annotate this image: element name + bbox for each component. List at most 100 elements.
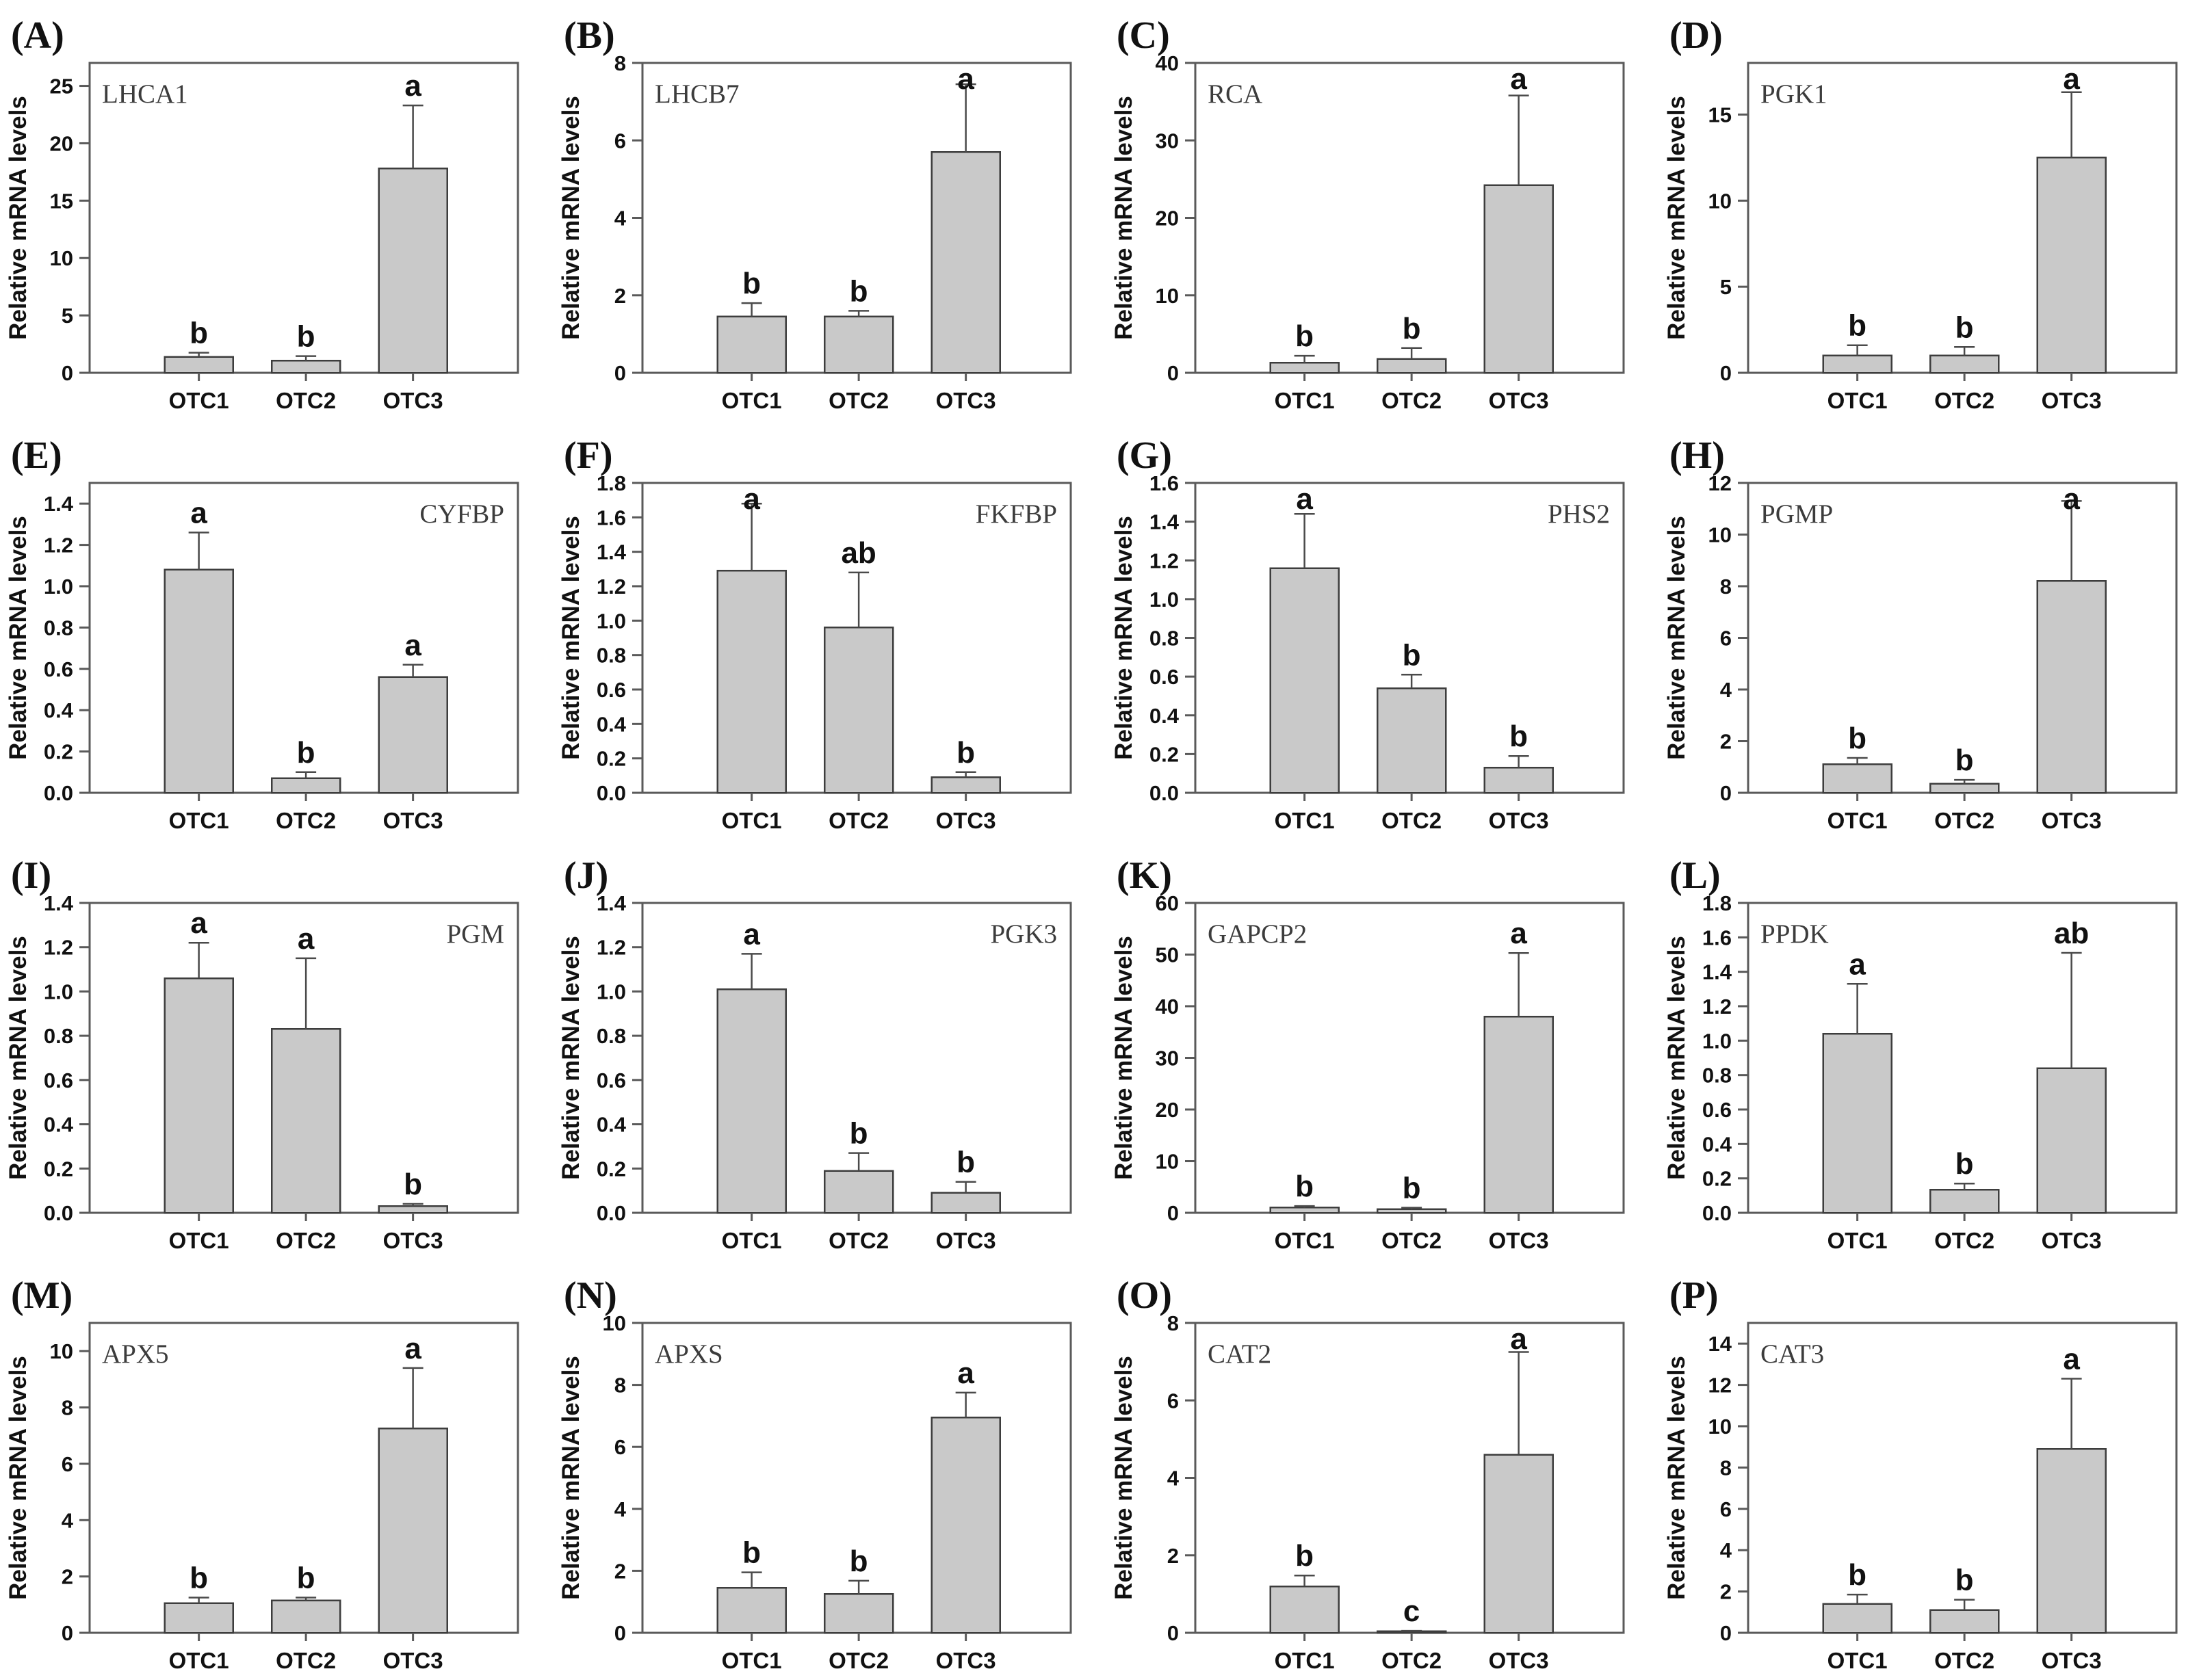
sig-letter: b xyxy=(850,1545,868,1578)
sig-letter: a xyxy=(957,62,974,96)
sig-letter: a xyxy=(957,1356,974,1390)
y-axis-title: Relative mRNA levels xyxy=(1110,96,1137,340)
y-tick-label: 0.2 xyxy=(1149,742,1179,766)
panel-letter: (A) xyxy=(11,14,64,57)
y-tick-label: 0.6 xyxy=(44,1068,73,1092)
panel-letter: (D) xyxy=(1669,14,1723,57)
y-tick-label: 40 xyxy=(1156,995,1179,1019)
y-tick-label: 4 xyxy=(614,207,627,231)
y-axis-title: Relative mRNA levels xyxy=(5,936,31,1180)
panel-d: (D) 0 5 10 15 Relative mRNA levels PGK1 b OTC1 b O… xyxy=(1658,0,2211,420)
sig-letter: a xyxy=(404,69,421,103)
bar-otc1 xyxy=(1269,1207,1340,1214)
y-tick-label: 10 xyxy=(1156,1150,1179,1174)
panel-a: (A) 0 5 10 15 20 25 Relative mRNA levels LHCA1 b O… xyxy=(0,0,553,420)
y-tick-label: 0.2 xyxy=(44,1157,73,1181)
y-tick-label: 0.4 xyxy=(1702,1132,1732,1156)
y-tick-label: 15 xyxy=(1708,103,1732,127)
bar-otc3 xyxy=(1483,184,1554,374)
panel-k: (K) 0 10 20 30 40 50 60 Relative mRNA levels GAPC… xyxy=(1106,840,1658,1260)
sig-letter: a xyxy=(404,629,421,662)
y-tick-label: 0.8 xyxy=(597,1024,626,1048)
sig-letter: b xyxy=(1848,1558,1866,1592)
y-tick-label: 2 xyxy=(1167,1544,1179,1568)
x-tick-label: OTC2 xyxy=(829,388,889,413)
x-tick-label: OTC2 xyxy=(1381,388,1442,413)
gene-label: FKFBP xyxy=(976,499,1057,529)
sig-letter: c xyxy=(1403,1594,1420,1628)
x-tick-label: OTC3 xyxy=(936,1648,996,1673)
y-tick-label: 1.0 xyxy=(597,980,626,1003)
bar-otc3 xyxy=(378,168,448,374)
x-tick-label: OTC2 xyxy=(1934,1228,1994,1253)
bar-otc1 xyxy=(1822,354,1892,374)
y-tick-label: 0 xyxy=(614,1621,626,1645)
y-tick-label: 5 xyxy=(1720,275,1732,299)
y-tick-label: 0.0 xyxy=(1149,781,1179,805)
bar-otc2 xyxy=(270,1599,341,1634)
gene-label: PPDK xyxy=(1760,919,1829,949)
panel-n: (N) 0 2 4 6 8 10 Relative mRNA levels APXS b OTC1 b… xyxy=(553,1260,1106,1680)
y-axis-title: Relative mRNA levels xyxy=(558,936,584,1180)
sig-letter: b xyxy=(1295,1170,1314,1203)
x-tick-label: OTC1 xyxy=(1827,1648,1888,1673)
y-tick-label: 10 xyxy=(50,1339,73,1363)
y-tick-label: 1.6 xyxy=(597,506,626,529)
sig-letter: a xyxy=(1510,917,1527,950)
sig-letter: b xyxy=(1295,319,1314,353)
y-tick-label: 4 xyxy=(1720,1538,1732,1562)
sig-letter: a xyxy=(1510,62,1527,96)
bar-otc2 xyxy=(1929,1188,2000,1214)
chart-svg: (O) 0 2 4 6 8 Relative mRNA levels CAT2 b OTC1 c OT… xyxy=(1110,1274,1625,1673)
x-tick-label: OTC1 xyxy=(169,1648,229,1673)
x-tick-label: OTC1 xyxy=(1827,388,1888,413)
sig-letter: b xyxy=(190,1562,208,1595)
panel-letter: (N) xyxy=(564,1274,617,1317)
y-tick-label: 0.6 xyxy=(1702,1098,1732,1122)
sig-letter: b xyxy=(1295,1539,1314,1573)
gene-label: LHCB7 xyxy=(655,79,740,109)
y-tick-label: 1.4 xyxy=(1702,960,1732,984)
gene-label: GAPCP2 xyxy=(1208,919,1307,949)
x-tick-label: OTC3 xyxy=(2042,808,2102,833)
chart-svg: (L) 0.0 0.2 0.4 0.6 0.8 1.0 1.2 1.4 1.6 1.8 Relativ… xyxy=(1663,854,2178,1253)
bar-otc1 xyxy=(164,356,234,374)
x-tick-label: OTC2 xyxy=(276,1648,336,1673)
bar-otc3 xyxy=(378,676,448,794)
y-tick-label: 0.2 xyxy=(1702,1167,1732,1191)
sig-letter: a xyxy=(298,922,315,956)
y-tick-label: 25 xyxy=(50,75,73,99)
y-tick-label: 10 xyxy=(1708,189,1732,213)
chart-svg: (C) 0 10 20 30 40 Relative mRNA levels RCA b OTC1… xyxy=(1110,14,1625,413)
bar-otc2 xyxy=(270,1028,341,1214)
y-axis-title: Relative mRNA levels xyxy=(1663,516,1690,760)
bar-otc3 xyxy=(2036,1447,2107,1634)
bar-otc2 xyxy=(823,627,894,794)
chart-svg: (G) 0.0 0.2 0.4 0.6 0.8 1.0 1.2 1.4 1.6 Relative m… xyxy=(1110,434,1625,833)
y-tick-label: 0.0 xyxy=(44,781,73,805)
x-tick-label: OTC1 xyxy=(722,388,782,413)
x-tick-label: OTC1 xyxy=(1275,1228,1335,1253)
panel-i: (I) 0.0 0.2 0.4 0.6 0.8 1.0 1.2 1.4 Relative mRNA… xyxy=(0,840,553,1260)
x-tick-label: OTC3 xyxy=(383,1228,443,1253)
bar-otc1 xyxy=(164,977,234,1214)
y-tick-label: 0.2 xyxy=(597,1157,626,1181)
panel-e: (E) 0.0 0.2 0.4 0.6 0.8 1.0 1.2 1.4 Relative mRNA… xyxy=(0,420,553,840)
y-tick-label: 10 xyxy=(1708,1415,1732,1439)
sig-letter: a xyxy=(1849,947,1866,981)
y-tick-label: 0.6 xyxy=(44,657,73,681)
x-tick-label: OTC1 xyxy=(1827,808,1888,833)
x-tick-label: OTC3 xyxy=(1489,1648,1549,1673)
y-tick-label: 0.4 xyxy=(597,1113,627,1137)
x-tick-label: OTC3 xyxy=(936,388,996,413)
y-axis-title: Relative mRNA levels xyxy=(1663,96,1690,340)
x-tick-label: OTC2 xyxy=(1934,1648,1994,1673)
panel-letter: (K) xyxy=(1117,854,1172,897)
sig-letter: b xyxy=(1955,311,1974,344)
y-tick-label: 8 xyxy=(614,1374,626,1397)
y-tick-label: 0 xyxy=(62,1621,73,1645)
y-tick-label: 8 xyxy=(62,1396,73,1420)
panel-letter: (B) xyxy=(564,14,615,57)
x-tick-label: OTC3 xyxy=(936,808,996,833)
y-tick-label: 0 xyxy=(1167,1621,1179,1645)
